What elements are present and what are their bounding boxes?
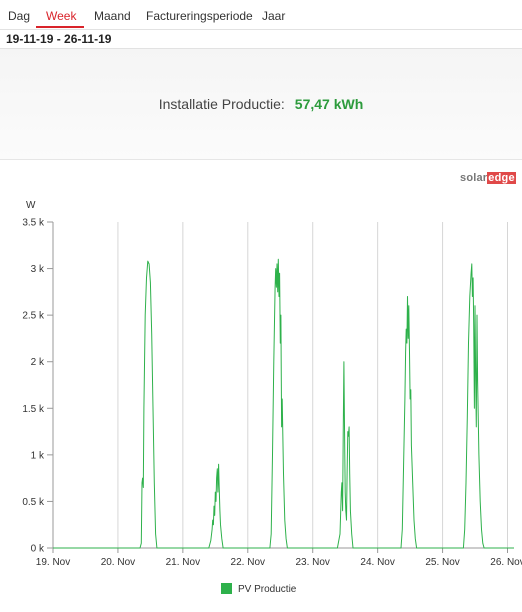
y-tick-label: 2.5 k [22, 311, 45, 322]
legend-swatch-pv-productie [221, 583, 232, 594]
x-tick-label: 26. Nov [490, 557, 522, 568]
tab-week[interactable]: Week [46, 9, 77, 23]
y-tick-label: 0 k [31, 544, 45, 555]
y-tick-label: 1 k [31, 450, 45, 461]
production-summary: Installatie Productie: 57,47 kWh [0, 96, 522, 112]
x-tick-label: 19. Nov [36, 557, 70, 568]
x-tick-label: 20. Nov [101, 557, 135, 568]
x-tick-label: 25. Nov [425, 557, 459, 568]
tab-factureringsperiode[interactable]: Factureringsperiode [146, 9, 253, 23]
chart-legend[interactable]: PV Productie [221, 583, 296, 595]
y-axis-unit-label: W [26, 200, 36, 211]
date-range-label: 19-11-19 - 26-11-19 [6, 32, 112, 46]
x-tick-label: 22. Nov [231, 557, 265, 568]
production-summary-panel: Installatie Productie: 57,47 kWh [0, 48, 522, 160]
x-tick-label: 24. Nov [360, 557, 394, 568]
x-tick-label: 23. Nov [295, 557, 329, 568]
y-tick-label: 3.5 k [22, 218, 45, 229]
x-tick-label: 21. Nov [166, 557, 200, 568]
production-value: 57,47 kWh [294, 96, 364, 112]
y-tick-label: 2 k [31, 357, 45, 368]
series-line-pv-productie [53, 258, 514, 549]
production-label: Installatie Productie: [158, 96, 285, 112]
active-tab-underline [36, 26, 84, 28]
y-tick-label: 1.5 k [22, 404, 45, 415]
y-tick-label: 3 k [31, 264, 45, 275]
y-tick-label: 0.5 k [22, 497, 45, 508]
tab-maand[interactable]: Maand [94, 9, 131, 23]
tab-jaar[interactable]: Jaar [262, 9, 286, 23]
solaredge-logo: solaredge [460, 172, 516, 184]
chart-grid [52, 222, 514, 549]
legend-label-pv-productie: PV Productie [238, 584, 297, 595]
period-tabs: Dag Week Maand Factureringsperiode Jaar [0, 0, 522, 30]
chart-ticks: 0 k 0.5 k 1 k 1.5 k 2 k 2.5 k 3 k 3.5 k 19. Nov 2… [22, 218, 522, 569]
tab-dag[interactable]: Dag [8, 9, 31, 23]
